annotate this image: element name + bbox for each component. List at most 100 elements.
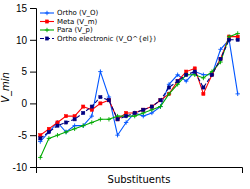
point (193, 67, 196, 70)
point (142, 108, 145, 111)
legend-label: Para (V_p) (57, 26, 93, 34)
point-shape (175, 73, 179, 77)
y-tick-label: 0 (21, 98, 27, 109)
point-shape (116, 118, 119, 121)
point (202, 92, 205, 95)
legend-marker (45, 28, 49, 32)
point-shape (82, 105, 85, 108)
point (64, 121, 67, 124)
legend-item: Ortho (V_O) (40, 9, 99, 17)
point-shape (142, 108, 145, 111)
y-tick-mark (30, 167, 36, 168)
point (81, 123, 85, 127)
legend-marker (45, 37, 48, 40)
point-shape (90, 108, 93, 111)
point-shape (218, 47, 222, 51)
point-shape (39, 137, 42, 140)
point (98, 69, 102, 73)
point (133, 111, 136, 114)
point (82, 111, 85, 114)
point-shape (107, 99, 110, 102)
point (82, 105, 85, 108)
point (90, 114, 94, 118)
point-shape (133, 111, 137, 115)
point (176, 80, 179, 83)
point-shape (39, 134, 42, 137)
point (236, 92, 240, 96)
y-tick-mark (30, 72, 36, 73)
point-shape (38, 155, 42, 159)
point-shape (99, 95, 102, 98)
point-shape (47, 130, 50, 133)
point-shape (227, 38, 231, 42)
point (107, 99, 110, 102)
y-tick: -10 (13, 162, 36, 173)
point-shape (90, 120, 94, 124)
y-tick: 15 (16, 3, 36, 14)
point (210, 73, 214, 77)
legend-item: Para (V_p) (40, 26, 93, 34)
point (167, 92, 171, 96)
point-shape (81, 123, 85, 127)
point-shape (184, 73, 188, 77)
point-shape (228, 35, 231, 38)
series-line (40, 40, 237, 142)
point (107, 117, 111, 121)
point (47, 130, 51, 134)
point (167, 86, 170, 89)
point-shape (202, 86, 205, 89)
point-shape (56, 121, 59, 124)
point-shape (184, 79, 188, 83)
y-axis-line (30, 9, 37, 168)
series-line (40, 33, 237, 157)
point-shape (56, 124, 59, 127)
point (98, 117, 102, 121)
point (64, 130, 68, 134)
y-tick-label: -5 (18, 130, 27, 141)
point (90, 108, 93, 111)
point (99, 102, 102, 105)
y-tick-label: 15 (16, 3, 28, 14)
point-shape (210, 73, 213, 76)
point (150, 105, 153, 108)
point-shape (236, 92, 240, 96)
point (72, 127, 76, 131)
point-shape (150, 105, 153, 108)
point-shape (133, 111, 136, 114)
point-shape (167, 92, 171, 96)
point-shape (159, 99, 162, 102)
point (210, 73, 213, 76)
point (227, 38, 231, 42)
legend: Ortho (V_O)Meta (V_m)Para (V_p)Ortho ele… (40, 9, 156, 43)
point (47, 130, 50, 133)
point-shape (115, 133, 119, 137)
point (142, 108, 145, 111)
point (64, 115, 67, 118)
point-shape (236, 31, 240, 35)
point-shape (228, 38, 231, 41)
series-line (40, 37, 237, 136)
point (115, 133, 119, 137)
point-shape (124, 120, 128, 124)
point-shape (193, 69, 197, 73)
legend-label: Meta (V_m) (57, 18, 97, 26)
x-axis (37, 168, 243, 174)
point (56, 121, 59, 124)
point-shape (158, 104, 162, 108)
point-shape (210, 73, 214, 77)
point (133, 111, 137, 115)
point (193, 69, 197, 73)
point (99, 95, 102, 98)
y-tick-mark (30, 8, 36, 9)
point (218, 47, 222, 51)
point (159, 99, 162, 102)
point-shape (124, 114, 128, 118)
point-shape (193, 70, 196, 73)
plot: -10-5051015SubstituentsV_minOrtho (V_O)M… (0, 3, 243, 185)
point-shape (72, 127, 76, 131)
y-axis-title: V_min (0, 72, 12, 103)
point-shape (202, 92, 205, 95)
point (219, 57, 222, 60)
point (159, 99, 162, 102)
y-tick-label: 10 (16, 35, 28, 46)
